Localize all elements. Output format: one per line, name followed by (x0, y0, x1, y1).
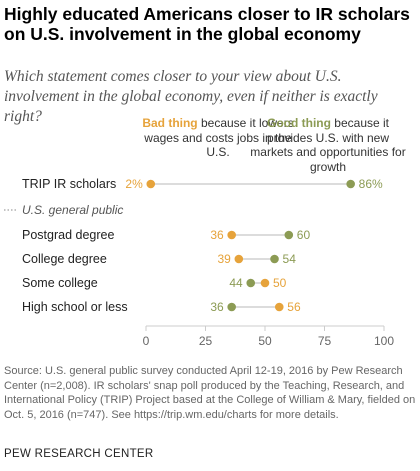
legend-bad: Bad thing because it lowers wages and co… (138, 116, 298, 160)
value-label-good: 60 (297, 228, 311, 242)
chart-subtitle: Which statement comes closer to your vie… (4, 68, 378, 125)
dot-bad (146, 179, 156, 189)
value-label-bad: 36 (210, 228, 224, 242)
dot-good (227, 302, 236, 312)
legend-bad-text: because it lowers wages and costs jobs i… (144, 116, 294, 159)
x-tick-label: 75 (318, 334, 332, 348)
chart-title: Highly educated Americans closer to IR s… (4, 4, 410, 44)
row-label: College degree (22, 252, 107, 266)
value-label-good: 44 (229, 276, 243, 290)
organization-name: PEW RESEARCH CENTER (4, 448, 154, 460)
dot-good (346, 179, 355, 189)
row-label: Some college (22, 276, 98, 290)
source-note: Source: U.S. general public survey condu… (4, 365, 416, 421)
x-tick-label: 50 (258, 334, 272, 348)
dot-bad (234, 254, 244, 264)
value-label-bad: 50 (273, 276, 287, 290)
legend-bad-emphasis: Bad thing (142, 116, 198, 130)
group-label: U.S. general public (22, 203, 123, 217)
value-label-bad: 2% (125, 177, 143, 191)
x-tick-label: 25 (199, 334, 213, 348)
legend-good-emphasis: Good thing (266, 116, 331, 130)
dot-good (270, 254, 279, 264)
value-label-bad: 39 (217, 252, 231, 266)
dot-bad (274, 302, 284, 312)
dot-good (284, 230, 294, 240)
value-label-bad: 56 (287, 300, 301, 314)
row-label: Postgrad degree (22, 228, 114, 242)
value-label-good: 86% (359, 177, 383, 191)
x-tick-label: 100 (374, 334, 394, 348)
dot-bad (260, 278, 270, 288)
value-label-good: 54 (283, 252, 297, 266)
x-tick-label: 0 (143, 334, 150, 348)
row-label: TRIP IR scholars (22, 177, 116, 191)
value-label-good: 36 (210, 300, 224, 314)
dot-bad (227, 230, 236, 240)
legend-good: Good thing because it provides U.S. with… (248, 116, 408, 174)
dot-good (246, 278, 256, 288)
row-label: High school or less (22, 300, 128, 314)
legend-good-text: because it provides U.S. with new market… (250, 116, 406, 174)
